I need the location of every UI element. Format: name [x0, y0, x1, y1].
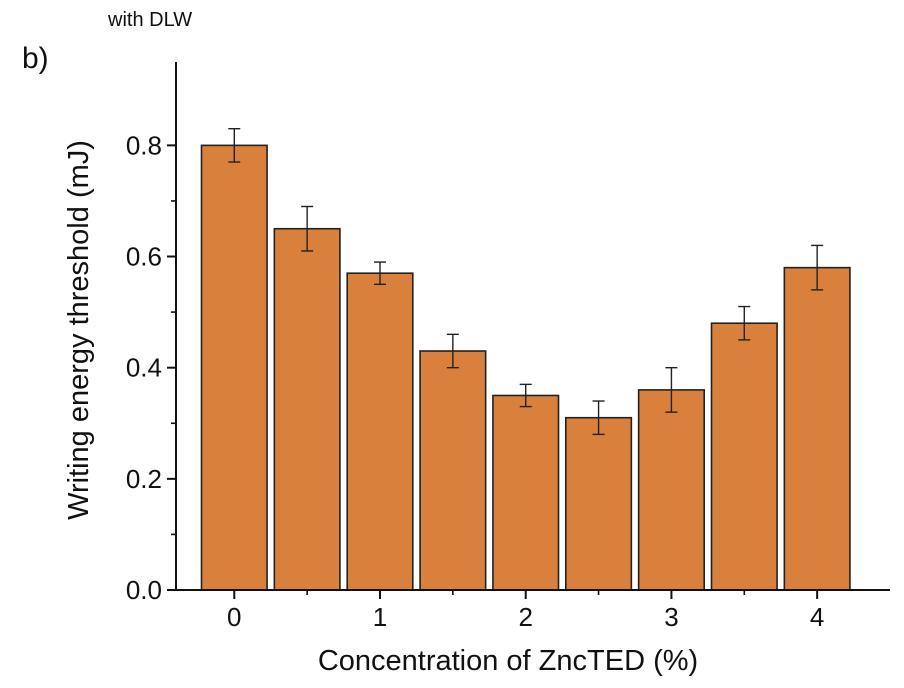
x-tick-label: 4	[810, 602, 824, 632]
bars-layer	[200, 127, 851, 591]
header-text: with DLW	[107, 9, 192, 31]
y-tick-label: 0.2	[126, 464, 162, 494]
x-axis-label: Concentration of ZncTED (%)	[318, 645, 698, 677]
bar	[273, 227, 341, 591]
bar	[346, 272, 414, 591]
bar	[783, 266, 851, 591]
bar	[492, 394, 560, 591]
y-tick-label: 0.6	[126, 242, 162, 272]
y-tick-label: 0.8	[126, 130, 162, 160]
bar	[200, 144, 268, 591]
y-tick-label: 0.0	[126, 575, 162, 605]
y-tick-label: 0.4	[126, 353, 162, 383]
x-tick-label: 1	[373, 602, 387, 632]
bar	[419, 350, 487, 591]
bar	[564, 416, 633, 591]
axes-layer: 0.0 0.2 0.4 0.6 0.8 0 1 2 3 4	[126, 62, 890, 632]
x-tick-label: 3	[664, 602, 678, 632]
x-tick-label: 2	[518, 602, 532, 632]
panel-label: b)	[22, 42, 49, 75]
y-axis-label: Writing energy threshold (mJ)	[63, 140, 95, 520]
x-tick-label: 0	[227, 602, 241, 632]
bar	[637, 389, 706, 591]
bar	[710, 322, 778, 591]
